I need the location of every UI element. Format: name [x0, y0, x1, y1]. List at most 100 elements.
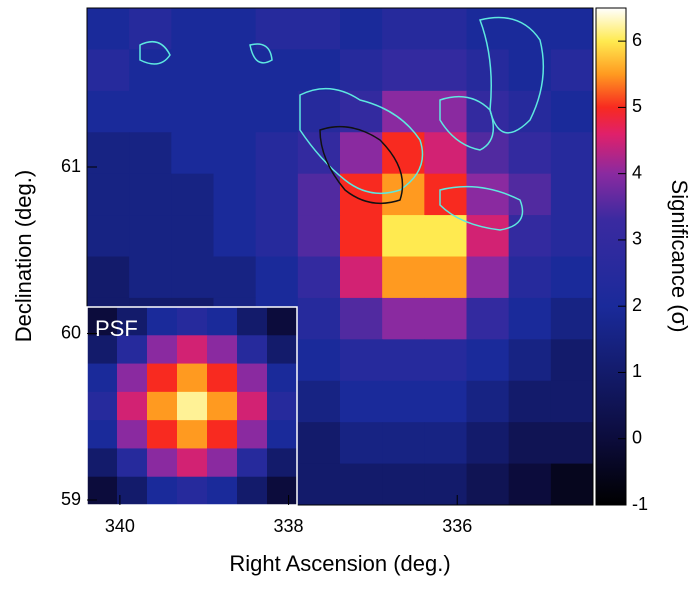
psf-frame	[86, 306, 298, 506]
colorbar-tick-label: 5	[632, 96, 642, 116]
heatmap-cell	[382, 49, 425, 92]
heatmap-cell	[297, 49, 341, 92]
x-axis-label: Right Ascension (deg.)	[229, 551, 450, 576]
heatmap-cell	[508, 90, 552, 133]
heatmap-cell	[550, 215, 594, 257]
heatmap-cell	[207, 448, 238, 478]
y-tick-label: 59	[61, 489, 81, 509]
heatmap-cell	[550, 380, 594, 423]
heatmap-cell	[508, 422, 552, 465]
heatmap-cell	[297, 8, 341, 50]
heatmap-cell	[550, 422, 594, 465]
heatmap-cell	[382, 422, 425, 465]
heatmap-cell	[550, 8, 594, 50]
heatmap-cell	[466, 49, 510, 92]
contour	[139, 40, 273, 65]
heatmap-cell	[297, 90, 341, 133]
heatmap-cell	[237, 307, 268, 336]
heatmap-cell	[340, 339, 383, 382]
heatmap-cell	[255, 215, 299, 257]
heatmap-cell	[237, 391, 268, 421]
heatmap-cell	[267, 420, 298, 449]
psf-inset	[87, 307, 298, 506]
heatmap-cell	[171, 49, 214, 92]
psf-label: PSF	[95, 316, 138, 341]
heatmap-cell	[87, 49, 130, 92]
heatmap-cell	[147, 420, 178, 449]
heatmap-cell	[177, 391, 208, 421]
heatmap-cell	[508, 215, 552, 257]
heatmap-cell	[87, 363, 118, 393]
heatmap-cell	[340, 173, 383, 216]
heatmap-cell	[117, 476, 148, 506]
heatmap-cell	[87, 215, 130, 257]
heatmap-cell	[87, 8, 130, 50]
heatmap-cell	[213, 173, 257, 216]
heatmap-cell	[129, 256, 172, 299]
heatmap-cell	[147, 448, 178, 478]
heatmap-cell	[213, 8, 257, 50]
heatmap-cell	[117, 307, 148, 336]
heatmap-cell	[424, 380, 467, 423]
colorbar-tick-label: 0	[632, 427, 642, 447]
heatmap-cell	[267, 448, 298, 478]
colorbar-tick-label: 6	[632, 30, 642, 50]
heatmap-cell	[147, 476, 178, 506]
heatmap-cell	[255, 49, 299, 92]
contour	[479, 16, 545, 134]
heatmap-cell	[424, 49, 467, 92]
contours	[139, 16, 545, 231]
heatmap-cell	[207, 307, 238, 336]
contour	[439, 185, 524, 231]
heatmap-cell	[87, 173, 130, 216]
heatmap-cell	[466, 8, 510, 50]
y-tick-label: 61	[61, 156, 81, 176]
heatmap-cell	[508, 173, 552, 216]
heatmap-cell	[267, 391, 298, 421]
heatmap-cell	[255, 8, 299, 50]
heatmap-cell	[297, 215, 341, 257]
heatmap-cell	[424, 8, 467, 50]
heatmap-cell	[267, 335, 298, 365]
heatmap-cell	[340, 297, 383, 340]
heatmap-cell	[508, 339, 552, 382]
heatmap-cell	[171, 132, 214, 175]
heatmap-cell	[237, 335, 268, 365]
plot-frame	[86, 7, 594, 506]
heatmap-cell	[424, 422, 467, 465]
heatmap-cell	[424, 173, 467, 216]
heatmap-cell	[340, 8, 383, 50]
heatmap-cell	[297, 380, 341, 423]
heatmap-cell	[129, 132, 172, 175]
heatmap-cell	[213, 256, 257, 299]
heatmap-cell	[117, 420, 148, 449]
heatmap-cell	[424, 463, 467, 506]
heatmap-cell	[87, 335, 118, 365]
heatmap-cell	[177, 363, 208, 393]
heatmap-cell	[87, 391, 118, 421]
contour	[319, 125, 404, 205]
colorbar-tick-label: 4	[632, 162, 642, 182]
heatmap-cell	[466, 90, 510, 133]
heatmap-cell	[297, 132, 341, 175]
heatmap-cell	[340, 463, 383, 506]
heatmap-cell	[382, 297, 425, 340]
heatmap-cell	[466, 422, 510, 465]
heatmap-cell	[129, 90, 172, 133]
heatmap-cell	[466, 463, 510, 506]
heatmap-cell	[129, 49, 172, 92]
heatmap-cell	[171, 173, 214, 216]
colorbar	[595, 7, 627, 506]
heatmap-cell	[87, 476, 118, 506]
heatmap-cell	[297, 173, 341, 216]
heatmap-cell	[297, 422, 341, 465]
heatmap-cell	[267, 307, 298, 336]
heatmap-cell	[237, 363, 268, 393]
heatmap-cell	[207, 391, 238, 421]
heatmap-cell	[466, 339, 510, 382]
heatmap-cell	[340, 380, 383, 423]
heatmap-cell	[213, 215, 257, 257]
heatmap-cell	[297, 256, 341, 299]
heatmap-cell	[340, 215, 383, 257]
heatmap-cell	[87, 307, 118, 336]
